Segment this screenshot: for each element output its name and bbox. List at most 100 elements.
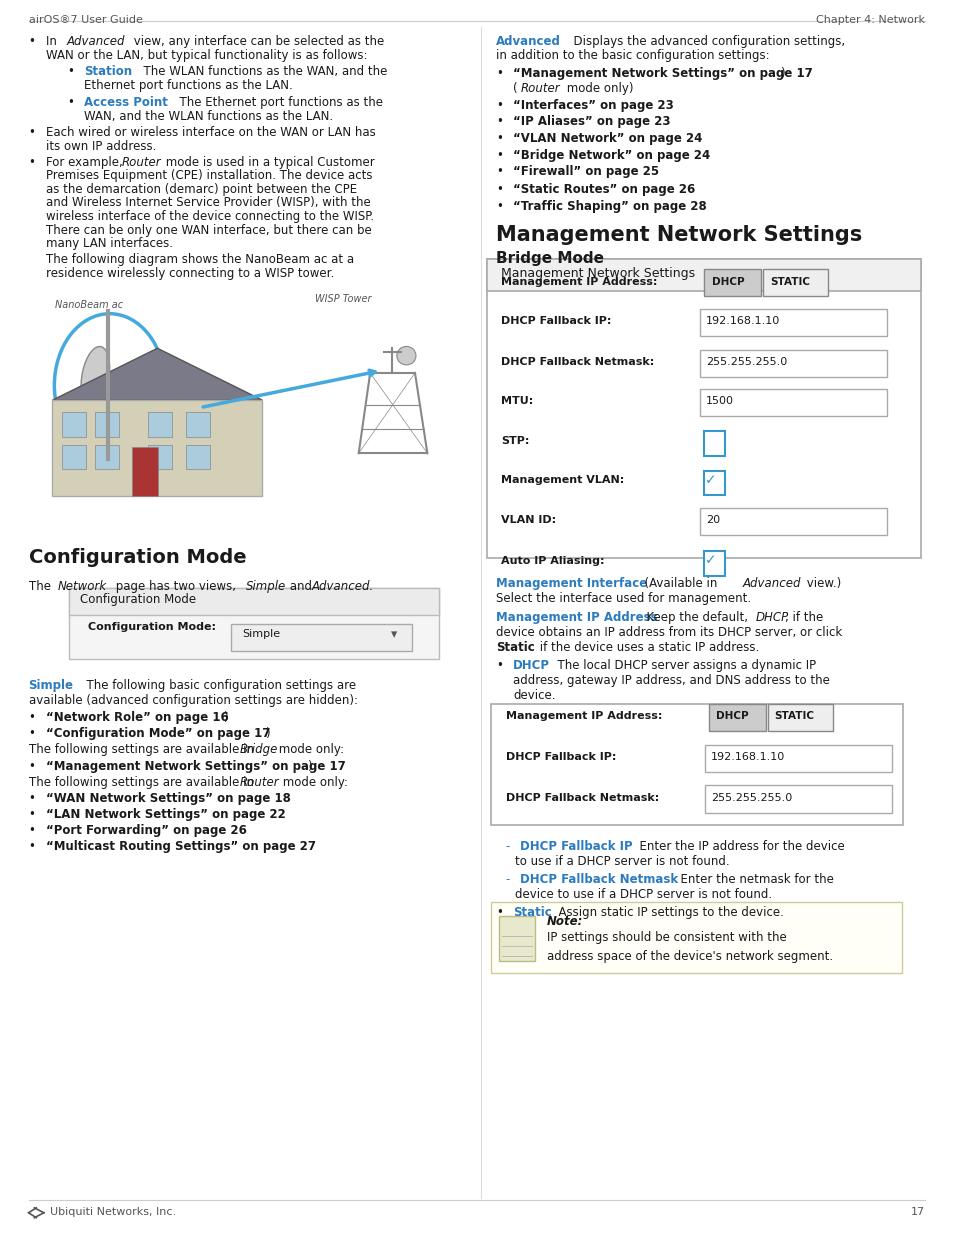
Text: “Multicast Routing Settings” on page 27: “Multicast Routing Settings” on page 27	[46, 840, 315, 853]
Text: •: •	[496, 99, 502, 112]
Text: The Ethernet port functions as the: The Ethernet port functions as the	[172, 96, 382, 110]
Text: (: (	[513, 82, 517, 95]
Text: Advanced: Advanced	[496, 35, 560, 48]
Text: ): )	[223, 711, 228, 725]
Text: “WAN Network Settings” on page 18: “WAN Network Settings” on page 18	[46, 792, 291, 805]
Text: Configuration Mode: Configuration Mode	[80, 593, 196, 606]
FancyBboxPatch shape	[703, 471, 724, 495]
Text: •: •	[496, 200, 502, 214]
Text: ): )	[780, 67, 784, 80]
Text: •: •	[29, 824, 35, 837]
Text: Advanced: Advanced	[312, 580, 370, 594]
Text: airOS®7 User Guide: airOS®7 User Guide	[29, 15, 142, 25]
Text: mode only:: mode only:	[278, 776, 347, 789]
Text: WAN or the LAN, but typical functionality is as follows:: WAN or the LAN, but typical functionalit…	[46, 49, 367, 63]
Text: DHCP: DHCP	[755, 611, 788, 625]
Text: Advanced: Advanced	[741, 577, 800, 590]
Text: •: •	[496, 132, 502, 146]
Text: -: -	[505, 840, 510, 853]
FancyBboxPatch shape	[498, 916, 535, 961]
Text: Network: Network	[57, 580, 106, 594]
Text: “VLAN Network” on page 24: “VLAN Network” on page 24	[513, 132, 702, 146]
Text: The following diagram shows the NanoBeam ac at a: The following diagram shows the NanoBeam…	[46, 253, 354, 267]
Text: •: •	[29, 808, 35, 821]
Text: device obtains an IP address from its DHCP server, or click: device obtains an IP address from its DH…	[496, 626, 841, 640]
Text: Router: Router	[122, 156, 162, 169]
Text: Displays the advanced configuration settings,: Displays the advanced configuration sett…	[565, 35, 844, 48]
Text: Configuration Mode: Configuration Mode	[29, 548, 246, 567]
Text: •: •	[496, 906, 502, 920]
Text: Management Network Settings: Management Network Settings	[496, 225, 862, 245]
Text: •: •	[496, 115, 502, 128]
Text: The local DHCP server assigns a dynamic IP: The local DHCP server assigns a dynamic …	[550, 659, 816, 673]
Text: •: •	[496, 67, 502, 80]
Bar	[95, 445, 119, 469]
Text: STP:: STP:	[500, 436, 529, 446]
Ellipse shape	[81, 347, 110, 406]
FancyBboxPatch shape	[231, 624, 412, 651]
Text: address space of the device's network segment.: address space of the device's network se…	[546, 950, 832, 963]
Text: ✓: ✓	[704, 553, 716, 567]
FancyBboxPatch shape	[704, 785, 891, 813]
Text: Router: Router	[239, 776, 279, 789]
Text: “Port Forwarding” on page 26: “Port Forwarding” on page 26	[46, 824, 247, 837]
FancyBboxPatch shape	[703, 269, 760, 296]
Text: Bridge: Bridge	[239, 743, 277, 757]
Text: DHCP Fallback Netmask:: DHCP Fallback Netmask:	[500, 357, 654, 367]
Text: Enter the IP address for the device: Enter the IP address for the device	[631, 840, 843, 853]
Text: •: •	[496, 183, 502, 196]
Text: 17: 17	[910, 1207, 924, 1216]
Text: •: •	[29, 126, 35, 140]
FancyBboxPatch shape	[486, 259, 920, 291]
Text: ): )	[265, 727, 270, 741]
Text: •: •	[496, 659, 502, 673]
Text: its own IP address.: its own IP address.	[46, 140, 156, 153]
Text: “Configuration Mode” on page 17: “Configuration Mode” on page 17	[46, 727, 270, 741]
Text: (Available in: (Available in	[637, 577, 720, 590]
Text: and Wireless Internet Service Provider (WISP), with the: and Wireless Internet Service Provider (…	[46, 196, 370, 210]
Text: device.: device.	[513, 689, 556, 703]
FancyBboxPatch shape	[700, 508, 886, 535]
FancyBboxPatch shape	[69, 588, 438, 615]
Text: Select the interface used for management.: Select the interface used for management…	[496, 592, 750, 605]
Text: For example,: For example,	[46, 156, 126, 169]
Text: Simple: Simple	[246, 580, 286, 594]
Text: 192.168.1.10: 192.168.1.10	[710, 752, 784, 762]
Text: “IP Aliases” on page 23: “IP Aliases” on page 23	[513, 115, 670, 128]
Text: 255.255.255.0: 255.255.255.0	[710, 793, 791, 803]
Text: DHCP Fallback Netmask:: DHCP Fallback Netmask:	[505, 793, 659, 803]
Text: STATIC: STATIC	[769, 277, 809, 287]
Text: Management IP Address:: Management IP Address:	[505, 711, 661, 721]
Text: DHCP: DHCP	[716, 711, 748, 721]
Text: Management Network Settings: Management Network Settings	[500, 267, 694, 280]
Text: •: •	[29, 156, 35, 169]
FancyBboxPatch shape	[491, 902, 901, 973]
Text: •: •	[67, 96, 73, 110]
Ellipse shape	[396, 347, 416, 366]
Text: -: -	[505, 873, 510, 887]
Text: device to use if a DHCP server is not found.: device to use if a DHCP server is not fo…	[515, 888, 772, 902]
Text: available (advanced configuration settings are hidden):: available (advanced configuration settin…	[29, 694, 357, 708]
Text: 192.168.1.10: 192.168.1.10	[705, 316, 780, 326]
Bar	[148, 412, 172, 437]
Text: address, gateway IP address, and DNS address to the: address, gateway IP address, and DNS add…	[513, 674, 829, 688]
FancyBboxPatch shape	[69, 588, 438, 659]
Text: Management Interface: Management Interface	[496, 577, 647, 590]
Text: mode is used in a typical Customer: mode is used in a typical Customer	[162, 156, 375, 169]
Text: Management IP Address:: Management IP Address:	[500, 277, 657, 287]
Text: residence wirelessly connecting to a WISP tower.: residence wirelessly connecting to a WIS…	[46, 267, 334, 280]
Text: Management VLAN:: Management VLAN:	[500, 475, 623, 485]
Text: NanoBeam ac: NanoBeam ac	[55, 300, 123, 310]
Text: WAN, and the WLAN functions as the LAN.: WAN, and the WLAN functions as the LAN.	[84, 110, 333, 124]
FancyBboxPatch shape	[486, 259, 920, 558]
FancyBboxPatch shape	[704, 745, 891, 772]
Bar	[132, 447, 158, 496]
Text: and: and	[286, 580, 315, 594]
Text: mode only): mode only)	[562, 82, 633, 95]
FancyBboxPatch shape	[767, 704, 832, 731]
Text: “Interfaces” on page 23: “Interfaces” on page 23	[513, 99, 674, 112]
Text: in addition to the basic configuration settings:: in addition to the basic configuration s…	[496, 49, 769, 63]
Bar	[148, 445, 172, 469]
Text: Ethernet port functions as the LAN.: Ethernet port functions as the LAN.	[84, 79, 293, 93]
Text: Static: Static	[513, 906, 552, 920]
